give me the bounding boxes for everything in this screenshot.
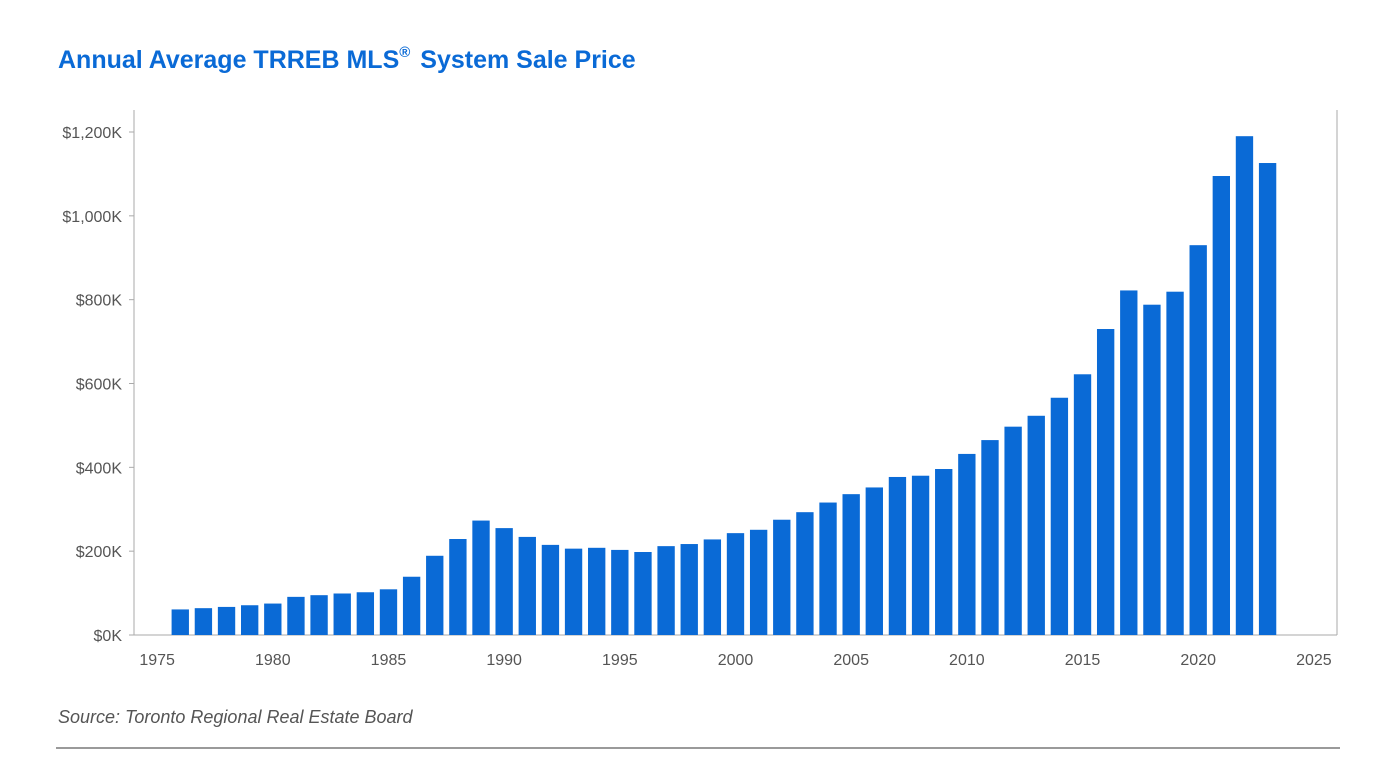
bar-chart: $0K $200K $400K $600K $800K $1,000K $1,200K 19… [62, 110, 1338, 669]
bar-2005 [842, 494, 860, 635]
bar-1996 [634, 552, 652, 635]
chart-title-rest: System Sale Price [420, 46, 636, 74]
bar-1982 [310, 595, 328, 635]
x-tick-label: 2010 [949, 652, 985, 669]
x-tick-label: 1985 [371, 652, 407, 669]
bar-2004 [819, 502, 837, 635]
x-tick-label: 2015 [1065, 652, 1101, 669]
bar-1999 [703, 539, 722, 635]
x-tick-label: 2000 [718, 652, 754, 669]
bar-2001 [749, 529, 768, 635]
bar-2015 [1073, 374, 1092, 635]
bar-2009 [935, 469, 953, 635]
bar-1976 [171, 609, 189, 635]
x-tick-label: 1975 [139, 652, 175, 669]
bar-1991 [518, 536, 536, 635]
bar-1979 [241, 605, 259, 635]
bar-2017 [1120, 290, 1138, 635]
bar-1981 [287, 596, 305, 635]
bar-2016 [1096, 329, 1115, 635]
bar-2012 [1004, 426, 1022, 635]
bar-2003 [796, 512, 814, 635]
bar-1988 [449, 539, 467, 635]
bar-2002 [773, 519, 791, 635]
bar-1995 [611, 549, 629, 635]
bottom-divider [56, 747, 1340, 749]
x-tick-label: 1990 [486, 652, 522, 669]
bar-1997 [657, 546, 675, 635]
bar-2022 [1235, 136, 1254, 635]
bar-1978 [217, 606, 236, 635]
bar-2007 [888, 476, 907, 635]
bar-2018 [1143, 304, 1161, 635]
bars-group [171, 136, 1277, 635]
bar-2014 [1050, 397, 1069, 635]
x-tick-label: 2025 [1296, 652, 1332, 669]
registered-mark: ® [399, 44, 411, 61]
bar-2021 [1212, 176, 1230, 635]
x-axis-ticks: 1975 1980 1985 1990 1995 2000 2005 2010 2015 2020… [139, 652, 1331, 669]
y-tick-label: $1,200K [62, 125, 122, 142]
bar-1987 [426, 555, 444, 635]
bar-1977 [194, 608, 213, 635]
bar-1994 [588, 547, 606, 635]
bar-2006 [865, 487, 883, 635]
bar-1992 [541, 544, 560, 635]
y-tick-label: $0K [94, 628, 123, 645]
bar-2020 [1189, 245, 1207, 635]
y-axis-ticks: $0K $200K $400K $600K $800K $1,000K $1,200K [62, 125, 134, 645]
y-tick-label: $200K [76, 544, 123, 561]
x-tick-label: 2020 [1180, 652, 1216, 669]
bar-1984 [356, 592, 375, 635]
bar-1998 [680, 544, 698, 635]
chart-title-main: Annual Average TRREB MLS [58, 46, 400, 74]
bar-2011 [981, 440, 999, 635]
x-tick-label: 2005 [833, 652, 869, 669]
y-tick-label: $1,000K [62, 209, 122, 226]
bar-1980 [264, 603, 282, 635]
chart-title: Annual Average TRREB MLS® System Sale Pr… [58, 44, 636, 75]
bar-2010 [958, 453, 976, 635]
bar-2008 [911, 475, 930, 635]
source-note: Source: Toronto Regional Real Estate Boa… [58, 707, 413, 727]
bar-1985 [379, 589, 398, 635]
bar-1986 [402, 576, 421, 635]
bar-2013 [1027, 415, 1045, 635]
bar-1983 [333, 593, 351, 635]
x-tick-label: 1995 [602, 652, 638, 669]
y-tick-label: $400K [76, 460, 123, 477]
y-tick-label: $800K [76, 293, 123, 310]
bar-1993 [564, 548, 583, 635]
bar-1989 [472, 520, 490, 635]
bar-1990 [495, 528, 513, 635]
y-tick-label: $600K [76, 377, 123, 394]
x-tick-label: 1980 [255, 652, 291, 669]
bar-2019 [1166, 291, 1184, 635]
bar-2000 [726, 533, 745, 635]
bar-2023 [1258, 163, 1277, 635]
